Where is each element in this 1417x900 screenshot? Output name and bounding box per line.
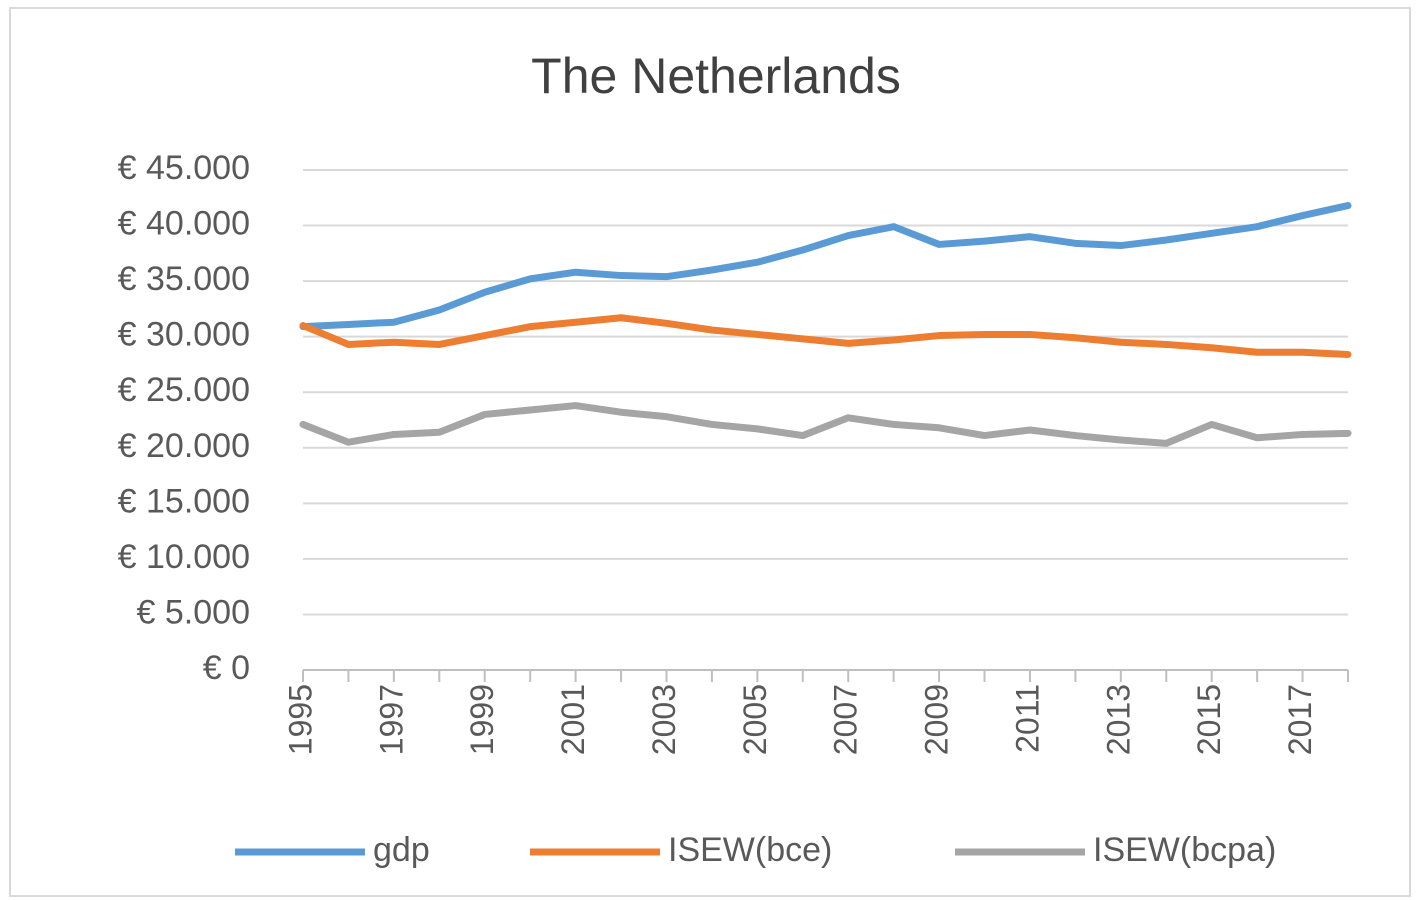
x-tick-label: 2013	[1100, 684, 1136, 755]
legend-label: ISEW(bce)	[668, 831, 832, 869]
x-tick-label: 2011	[1009, 684, 1045, 753]
line-series	[299, 202, 1352, 331]
y-tick-label: € 5.000	[137, 593, 250, 631]
y-tick-label: € 15.000	[118, 482, 250, 520]
x-tick-label: 2003	[646, 684, 682, 755]
y-tick-label: € 20.000	[118, 427, 250, 465]
line-series	[299, 314, 1352, 358]
chart-frame	[9, 7, 1411, 897]
x-tick-label: 2009	[919, 684, 955, 755]
legend-label: ISEW(bcpa)	[1093, 831, 1276, 869]
y-tick-label: € 0	[203, 649, 250, 687]
y-tick-label: € 40.000	[118, 205, 250, 243]
x-tick-label: 1999	[464, 684, 500, 755]
line-series	[299, 402, 1352, 447]
x-tick-label: 2017	[1282, 684, 1318, 755]
y-tick-label: € 25.000	[118, 371, 250, 409]
x-tick-label: 2005	[737, 684, 773, 755]
y-tick-label: € 10.000	[118, 538, 250, 576]
y-tick-label: € 45.000	[118, 149, 250, 187]
x-tick-label: 1995	[282, 684, 318, 755]
x-tick-label: 2007	[828, 684, 864, 755]
x-tick-label: 2001	[555, 684, 591, 755]
y-tick-label: € 30.000	[118, 316, 250, 354]
chart-title: The Netherlands	[531, 48, 901, 104]
x-tick-label: 2015	[1191, 684, 1227, 755]
x-tick-label: 1997	[373, 684, 409, 755]
y-tick-label: € 35.000	[118, 260, 250, 298]
legend-label: gdp	[373, 831, 430, 869]
